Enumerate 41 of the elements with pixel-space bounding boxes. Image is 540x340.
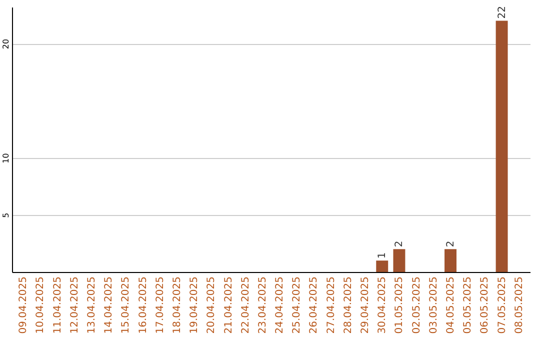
x-tick-label: 06.05.2025 (480, 276, 491, 334)
x-tick-label: 15.04.2025 (120, 276, 132, 334)
y-tick-label: 10 (2, 153, 10, 164)
bar (393, 249, 406, 272)
x-tick-label: 12.04.2025 (69, 276, 80, 334)
x-tick-label: 02.05.2025 (411, 276, 422, 334)
x-tick-label: 13.04.2025 (86, 276, 98, 334)
x-tick-label: 09.04.2025 (18, 276, 30, 334)
x-tick-label: 03.05.2025 (428, 276, 440, 334)
x-tick-label: 27.04.2025 (326, 276, 337, 334)
x-tick-label: 26.04.2025 (308, 276, 320, 334)
x-tick-label: 23.04.2025 (257, 276, 268, 334)
x-tick-label: 10.04.2025 (35, 276, 46, 334)
x-tick-label: 29.04.2025 (360, 276, 372, 334)
bar (444, 249, 456, 272)
x-tick-label: 16.04.2025 (138, 276, 149, 334)
x-tick-label: 19.04.2025 (189, 276, 200, 334)
bar (376, 260, 388, 272)
x-tick-label: 18.04.2025 (172, 276, 183, 334)
x-tick-label: 20.04.2025 (206, 276, 218, 334)
data-label: 2 (394, 240, 406, 248)
x-tick-label: 14.04.2025 (104, 276, 115, 334)
x-tick-label: 28.04.2025 (342, 276, 354, 334)
x-tick-label: 30.04.2025 (377, 276, 388, 334)
x-tick-label: 05.05.2025 (462, 276, 474, 334)
x-tick-label: 08.05.2025 (514, 276, 525, 334)
x-tick-label: 24.04.2025 (274, 276, 286, 334)
x-tick-label: 22.04.2025 (240, 276, 252, 334)
x-tick-label: 04.05.2025 (446, 276, 457, 334)
bar (496, 20, 508, 272)
data-label: 2 (446, 240, 457, 248)
x-tick-label: 17.04.2025 (154, 276, 166, 334)
data-label: 1 (377, 252, 388, 259)
x-tick-label: 01.05.2025 (394, 276, 406, 334)
x-tick-label: 21.04.2025 (223, 276, 234, 334)
data-label: 22 (496, 6, 508, 19)
x-tick-label: 25.04.2025 (292, 276, 303, 334)
x-tick-label: 11.04.2025 (52, 276, 64, 334)
y-tick-label: 5 (2, 212, 10, 218)
x-tick-label: 07.05.2025 (496, 276, 508, 334)
y-tick-label: 20 (2, 38, 10, 50)
